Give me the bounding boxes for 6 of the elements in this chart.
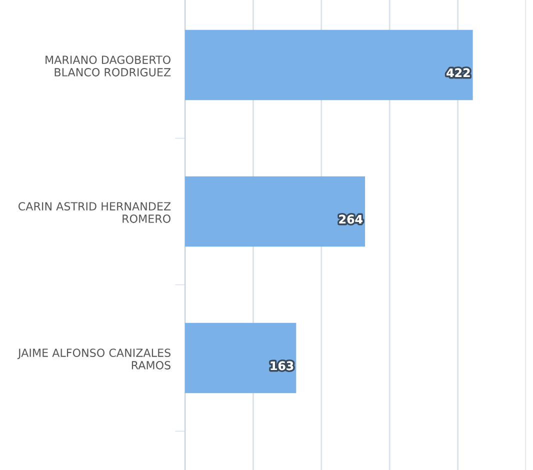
y-tick-label: MARIANO DAGOBERTO BLANCO RODRIGUEZ <box>46 56 171 76</box>
data-label: 422 <box>446 68 470 78</box>
data-label: 163 <box>270 361 294 370</box>
y-tick-label: JAIME ALFONSO CANIZALES RAMOS <box>17 348 170 370</box>
data-label: 264 <box>339 214 362 224</box>
y-tick-label: CARIN ASTRID HERNANDEZ ROMERO <box>18 202 171 223</box>
